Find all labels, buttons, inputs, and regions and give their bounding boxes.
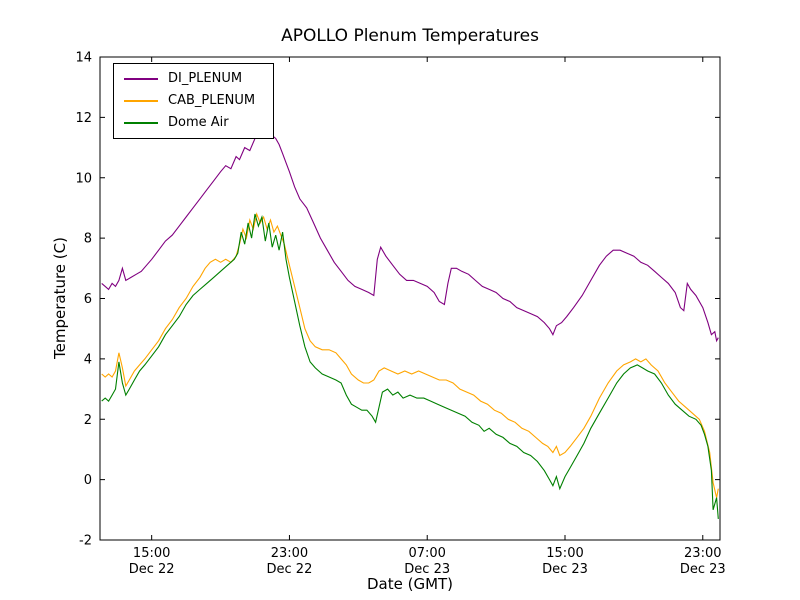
legend: DI_PLENUM CAB_PLENUM Dome Air [113, 63, 275, 139]
svg-text:12: 12 [75, 111, 92, 126]
svg-text:0: 0 [84, 473, 92, 488]
svg-text:2: 2 [84, 413, 92, 428]
svg-text:14: 14 [75, 51, 92, 66]
legend-label: Dome Air [168, 115, 229, 130]
y-axis-label: Temperature (C) [51, 237, 69, 359]
svg-text:07:00: 07:00 [408, 546, 445, 561]
legend-line-sample [124, 122, 158, 124]
svg-text:Dec 22: Dec 22 [129, 562, 175, 577]
svg-text:6: 6 [84, 292, 92, 307]
svg-text:8: 8 [84, 232, 92, 247]
legend-item: Dome Air [124, 116, 255, 130]
svg-text:Dec 23: Dec 23 [404, 562, 450, 577]
legend-label: CAB_PLENUM [168, 93, 256, 108]
svg-text:10: 10 [75, 171, 92, 186]
svg-text:4: 4 [84, 352, 92, 367]
svg-text:23:00: 23:00 [271, 546, 308, 561]
svg-text:Dec 22: Dec 22 [267, 562, 313, 577]
svg-text:Dec 23: Dec 23 [542, 562, 588, 577]
legend-label: DI_PLENUM [168, 71, 243, 86]
x-axis-label: Date (GMT) [366, 575, 454, 593]
svg-text:15:00: 15:00 [546, 546, 583, 561]
legend-line-sample [124, 100, 158, 102]
svg-text:-2: -2 [79, 534, 92, 549]
chart-title: APOLLO Plenum Temperatures [281, 26, 539, 46]
legend-line-sample [124, 78, 158, 80]
legend-item: CAB_PLENUM [124, 94, 255, 108]
legend-item: DI_PLENUM [124, 72, 255, 86]
svg-text:Dec 23: Dec 23 [680, 562, 726, 577]
svg-text:23:00: 23:00 [684, 546, 721, 561]
svg-text:15:00: 15:00 [133, 546, 170, 561]
